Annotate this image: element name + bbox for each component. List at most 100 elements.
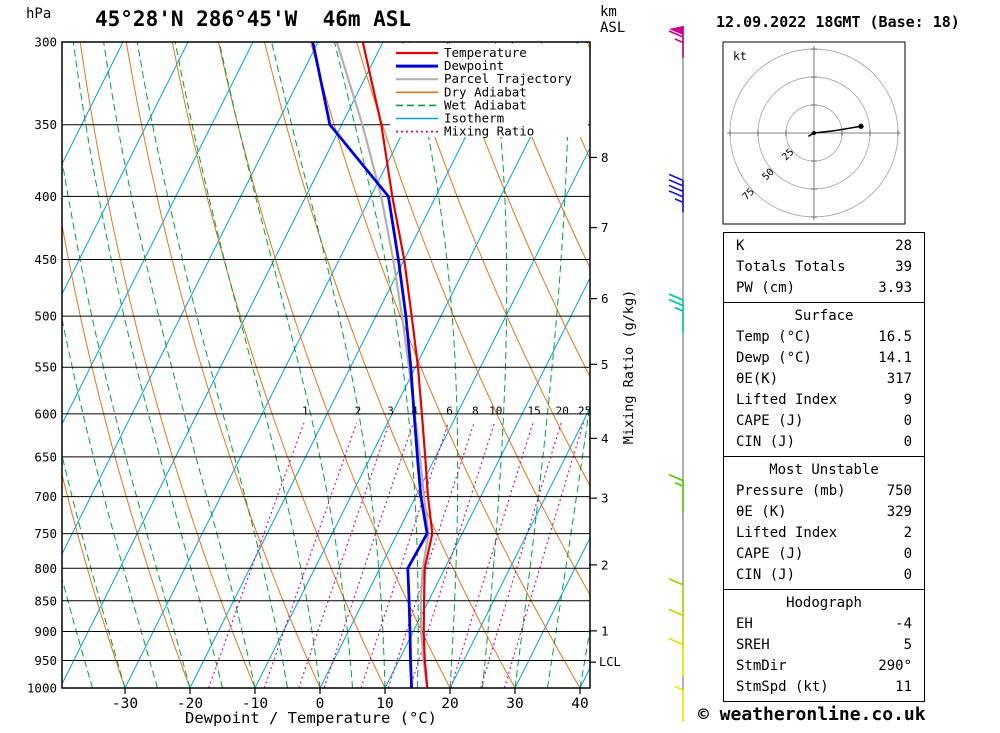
wet-adiabat-line bbox=[136, 42, 288, 688]
km-tick-label: 2 bbox=[601, 557, 609, 572]
mixing-ratio-label: 6 bbox=[446, 404, 453, 417]
legend-label: Temperature bbox=[444, 45, 527, 60]
row-value: 11 bbox=[895, 679, 912, 695]
page-title: 45°28'N 286°45'W 46m ASL bbox=[95, 7, 412, 31]
isotherm-line bbox=[62, 42, 319, 556]
row-label: CIN (J) bbox=[736, 567, 796, 583]
row-value: 14.1 bbox=[878, 350, 912, 366]
surface-header: Surface bbox=[794, 308, 854, 324]
table-row: θE(K) 317 bbox=[724, 369, 924, 390]
parcel-curve bbox=[335, 42, 430, 688]
wet-adiabat-line bbox=[62, 576, 93, 688]
mixing-ratio-label: 3 bbox=[387, 404, 394, 417]
table-row: CAPE (J) 0 bbox=[724, 544, 924, 565]
km-tick-label: 5 bbox=[601, 357, 609, 372]
row-label: Lifted Index bbox=[736, 525, 838, 541]
wind-barb bbox=[674, 685, 684, 722]
lcl-label: LCL bbox=[599, 655, 621, 669]
row-label: CAPE (J) bbox=[736, 546, 804, 562]
temp-tick-label: -20 bbox=[177, 696, 203, 712]
dry-adiabat-line bbox=[264, 42, 516, 688]
km-tick-label: 6 bbox=[601, 291, 609, 306]
mixing-ratio-label: 20 bbox=[556, 404, 569, 417]
wet-adiabat-line bbox=[62, 156, 191, 688]
row-value: 0 bbox=[903, 434, 912, 450]
wet-adiabat-line bbox=[218, 42, 353, 688]
temp-tick-label: 20 bbox=[441, 696, 458, 712]
km-tick-label: 8 bbox=[601, 150, 609, 165]
wind-barb-feather bbox=[668, 637, 684, 646]
wet-adiabat-line bbox=[103, 42, 256, 688]
wind-barb bbox=[668, 608, 684, 648]
wind-barb bbox=[668, 473, 684, 513]
mixing-ratio-label: 15 bbox=[528, 404, 541, 417]
row-value: -4 bbox=[895, 616, 912, 632]
wind-barb-feather bbox=[668, 298, 684, 307]
legend-label: Parcel Trajectory bbox=[444, 71, 572, 86]
mixing-ratio-line bbox=[450, 422, 534, 688]
wind-barb-feather bbox=[668, 293, 684, 301]
mixing-ratio-line bbox=[387, 422, 475, 688]
row-value: 0 bbox=[903, 413, 912, 429]
legend-bg bbox=[390, 44, 588, 137]
km-tick-label: 4 bbox=[601, 431, 609, 446]
mixing-ratio-line bbox=[263, 422, 358, 688]
table-row: StmDir 290° bbox=[724, 656, 924, 677]
hodograph-point bbox=[812, 131, 816, 135]
km-tick-label: 7 bbox=[601, 220, 609, 235]
pressure-tick-label: 900 bbox=[34, 624, 57, 639]
hodograph-point bbox=[858, 123, 864, 129]
mixing-ratio-axis-label: Mixing Ratio (g/kg) bbox=[621, 289, 637, 445]
pressure-tick-label: 300 bbox=[34, 35, 57, 50]
temp-tick-label: 40 bbox=[571, 696, 588, 712]
mixing-ratio-line bbox=[360, 422, 449, 688]
mixing-ratio-line bbox=[409, 422, 496, 688]
table-row: SREH 5 bbox=[724, 635, 924, 656]
row-label: Pressure (mb) bbox=[736, 483, 846, 499]
isotherm-line bbox=[124, 42, 449, 688]
table-row: Totals Totals 39 bbox=[724, 257, 924, 278]
wind-barb-feather bbox=[668, 179, 684, 187]
mixing-ratio-label: 10 bbox=[489, 404, 502, 417]
mixing-ratio-label: 1 bbox=[302, 404, 309, 417]
grid-layer: 1 2 3 4 6 8 10 15 20 25 bbox=[62, 42, 590, 688]
pressure-tick-label: 350 bbox=[34, 117, 57, 132]
stats-table-surface: Surface Temp (°C) 16.5 Dewp (°C) 14.1 θE(K) 31… bbox=[723, 302, 925, 457]
copyright: © weatheronline.co.uk bbox=[698, 704, 926, 725]
isotherm-line bbox=[62, 42, 124, 166]
wind-barb-feather bbox=[668, 184, 684, 193]
mixing-ratio-label: 2 bbox=[355, 404, 362, 417]
dewpoint-curve bbox=[311, 42, 429, 688]
row-label: CAPE (J) bbox=[736, 413, 804, 429]
wind-barb-feather bbox=[668, 30, 684, 38]
pressure-tick-label: 850 bbox=[34, 593, 57, 608]
temp-tick-label: 10 bbox=[376, 696, 393, 712]
row-label: Dewp (°C) bbox=[736, 350, 812, 366]
table-row: EH -4 bbox=[724, 614, 924, 635]
isotherm-line bbox=[514, 536, 590, 688]
dry-adiabat-line bbox=[402, 42, 590, 487]
wind-barb bbox=[668, 578, 684, 617]
most-unstable-header: Most Unstable bbox=[769, 462, 879, 478]
pressure-tick-label: 650 bbox=[34, 449, 57, 464]
legend-label: Wet Adiabat bbox=[444, 97, 527, 112]
isotherm-line bbox=[319, 146, 590, 688]
wind-barb-half-feather bbox=[674, 685, 684, 691]
temperature-axis-label: Dewpoint / Temperature (°C) bbox=[185, 709, 437, 727]
dry-adiabat-line bbox=[79, 42, 256, 688]
stats-panel: K 28 Totals Totals 39 PW (cm) 3.93 Surface Temp… bbox=[723, 232, 925, 702]
table-row: CIN (J) 0 bbox=[724, 432, 924, 453]
table-row: Dewp (°C) 14.1 bbox=[724, 348, 924, 369]
isotherm-line bbox=[449, 406, 590, 688]
stats-table-hodograph: Hodograph EH -4 SREH 5 StmDir 290° StmSpd (kt) 1… bbox=[723, 589, 925, 702]
dry-adiabat-line bbox=[62, 222, 191, 688]
isotherm-line bbox=[62, 42, 384, 686]
isotherm-line bbox=[254, 42, 579, 688]
pressure-tick-label: 500 bbox=[34, 309, 57, 324]
isotherm-line bbox=[62, 42, 189, 296]
temp-tick-label: -30 bbox=[112, 696, 138, 712]
stats-table-most-unstable: Most Unstable Pressure (mb) 750 θE (K) 329 Li… bbox=[723, 456, 925, 590]
pressure-tick-label: 800 bbox=[34, 561, 57, 576]
